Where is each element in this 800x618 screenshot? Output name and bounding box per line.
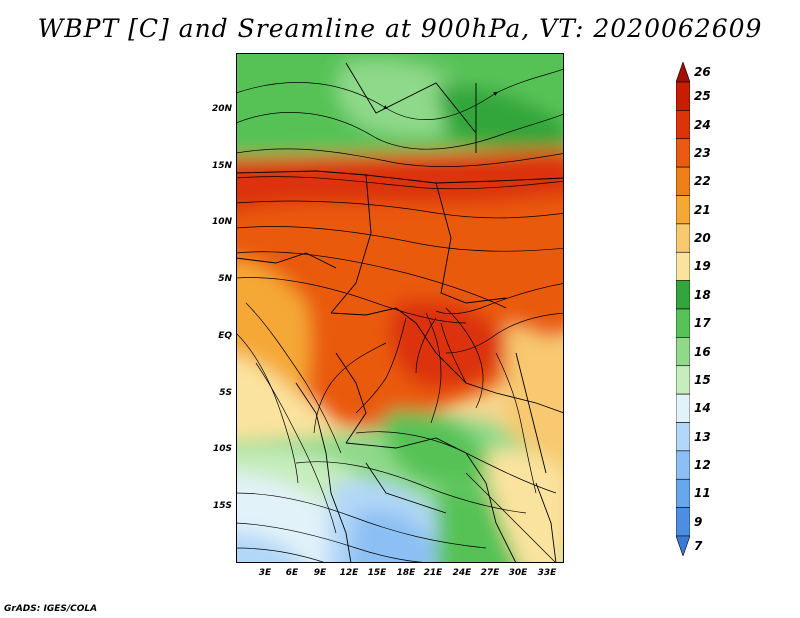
colorbar-label: 12 [694,458,711,473]
wbpt-streamline-map [236,53,564,563]
colorbar [676,62,690,556]
lon-label-21e: 21E [423,568,443,578]
colorbar-label: 18 [694,287,711,302]
country-borders [236,62,564,563]
colorbar-label: 15 [694,372,711,387]
colorbar-swatch [676,138,690,168]
lon-label-27e: 27E [480,568,500,578]
colorbar-label: 16 [694,344,711,359]
lon-label-6e: 6E [285,568,299,578]
lon-label-33e: 33E [537,568,557,578]
lat-label-15s: 15S [212,501,232,511]
wbpt-shading [236,53,564,563]
colorbar-swatch [676,450,690,480]
colorbar-swatch [676,81,690,111]
colorbar-swatch [676,507,690,537]
colorbar-label: 11 [694,486,711,501]
lon-label-3e: 3E [258,568,272,578]
colorbar-swatch [676,195,690,225]
lon-label-15e: 15E [367,568,387,578]
colorbar-swatch [676,478,690,508]
footer-credit: GrADS: IGES/COLA [4,604,98,614]
streamlines [236,68,564,563]
colorbar-label: 20 [694,231,711,246]
colorbar-label: 9 [694,514,703,529]
colorbar-label: 21 [694,202,711,217]
map-frame [236,53,564,563]
lat-label-10n: 10N [211,217,232,227]
colorbar-swatch [676,251,690,281]
colorbar-swatch [676,223,690,253]
colorbar-label: 13 [694,429,711,444]
lon-label-30e: 30E [508,568,528,578]
colorbar-swatch [676,280,690,310]
lon-label-12e: 12E [339,568,359,578]
lat-label-5n: 5N [218,274,232,284]
colorbar-label: 17 [694,316,711,331]
colorbar-label: 26 [694,65,711,79]
lon-label-18e: 18E [396,568,416,578]
lat-label-5s: 5S [219,388,232,398]
lon-label-9e: 9E [313,568,327,578]
colorbar-label: 7 [694,539,703,553]
colorbar-label: 24 [694,117,711,132]
colorbar-label: 25 [694,89,711,104]
colorbar-swatch [676,365,690,395]
colorbar-swatch [676,62,690,83]
colorbar-swatch [676,535,690,556]
lat-label-10s: 10S [212,444,232,454]
lat-label-eq: EQ [218,331,232,341]
colorbar-swatch [676,308,690,338]
colorbar-label: 14 [694,401,711,416]
colorbar-swatch [676,110,690,140]
colorbar-swatch [676,337,690,367]
lat-label-15n: 15N [211,161,232,171]
lon-label-24e: 24E [452,568,472,578]
colorbar-label: 23 [694,145,711,160]
colorbar-swatch [676,422,690,452]
colorbar-label: 19 [694,259,711,274]
map-title: WBPT [C] and Sreamline at 900hPa, VT: 20… [37,14,763,43]
lat-label-20n: 20N [211,104,232,114]
colorbar-swatch [676,166,690,196]
colorbar-swatch [676,393,690,423]
colorbar-label: 22 [694,174,711,189]
